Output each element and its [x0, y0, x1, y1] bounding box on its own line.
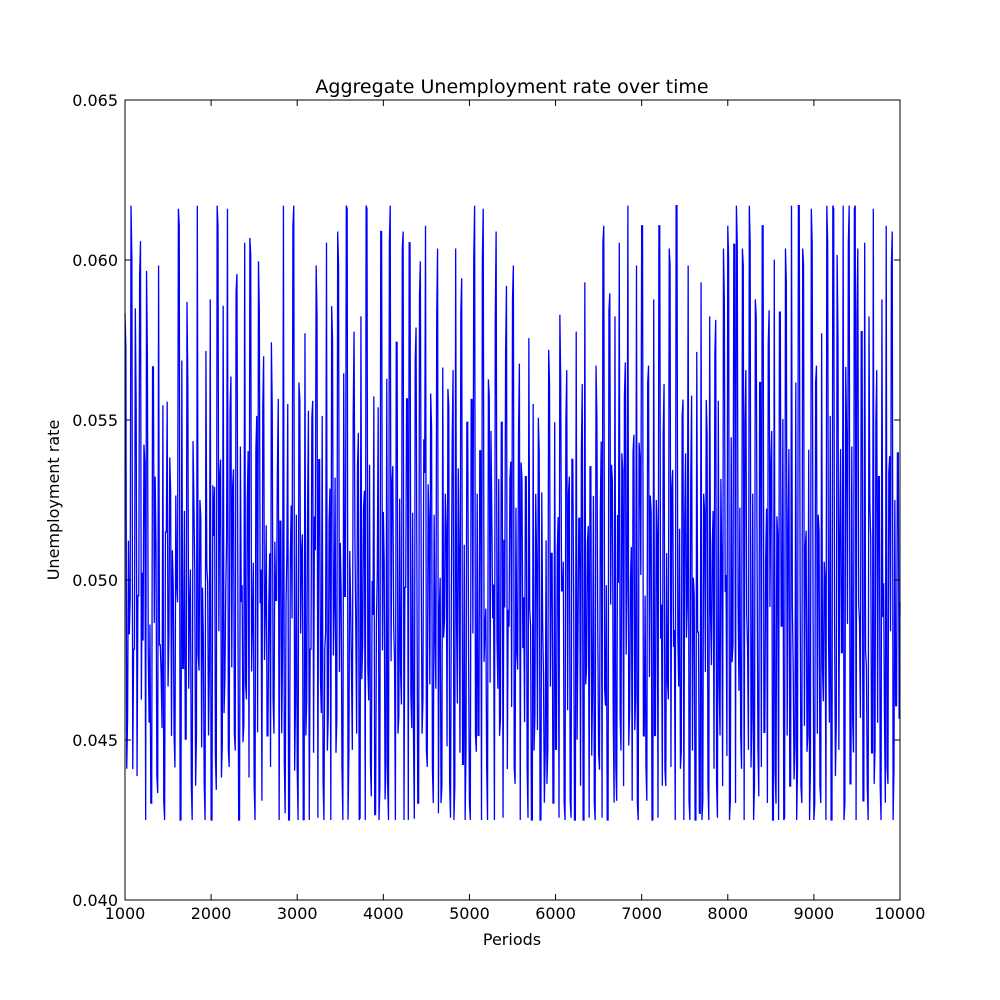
- x-tick-label: 8000: [707, 904, 748, 923]
- x-tick-label: 10000: [875, 904, 926, 923]
- y-tick-label: 0.065: [72, 91, 118, 110]
- y-tick-label: 0.045: [72, 731, 118, 750]
- y-tick-label: 0.040: [72, 891, 118, 910]
- y-tick-label: 0.055: [72, 411, 118, 430]
- x-tick-label: 4000: [363, 904, 404, 923]
- x-tick-label: 9000: [794, 904, 835, 923]
- x-tick-label: 6000: [535, 904, 576, 923]
- x-axis: 1000 2000 3000 4000 5000 6000 7000 8000 9000 1000…: [105, 100, 926, 923]
- x-tick-label: 5000: [449, 904, 490, 923]
- plot-area: [124, 204, 901, 821]
- y-tick-label: 0.060: [72, 251, 118, 270]
- plot-frame: [124, 99, 901, 901]
- y-axis-label: Unemployment rate: [44, 420, 63, 581]
- chart-title: Aggregate Unemployment rate over time: [315, 76, 708, 98]
- y-tick-label: 0.050: [72, 571, 118, 590]
- y-axis: 0.040 0.045 0.050 0.055 0.060 0.065: [72, 91, 900, 910]
- x-tick-label: 1000: [105, 904, 146, 923]
- series-line: [124, 204, 901, 821]
- x-axis-label: Periods: [483, 930, 541, 949]
- x-tick-label: 2000: [191, 904, 232, 923]
- x-tick-label: 7000: [621, 904, 662, 923]
- x-tick-label: 3000: [277, 904, 318, 923]
